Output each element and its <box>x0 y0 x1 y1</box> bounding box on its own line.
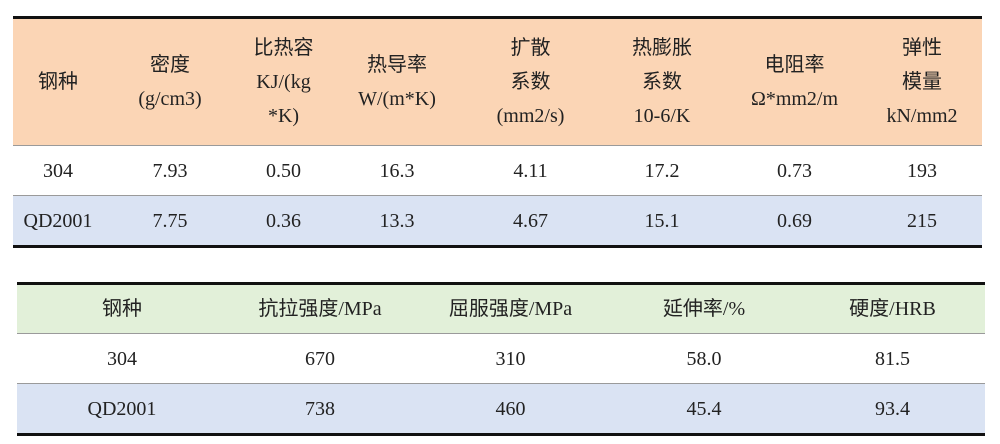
header-line: kN/mm2 <box>886 105 958 127</box>
header-line: Ω*mm2/m <box>750 88 839 110</box>
table-cell: 304 <box>17 333 227 384</box>
table-cell: 304 <box>13 145 103 196</box>
table-cell: 13.3 <box>330 195 464 247</box>
mechanical-properties-table: 钢种 抗拉强度/MPa 屈服强度/MPa 延伸率/% 硬度/HRB 304 670 310 5… <box>17 282 985 436</box>
table-cell: 16.3 <box>330 145 464 196</box>
table-cell: QD2001 <box>17 383 227 435</box>
table-cell: 93.4 <box>800 383 985 435</box>
table-header-row: 钢种 抗拉强度/MPa 屈服强度/MPa 延伸率/% 硬度/HRB <box>17 283 985 334</box>
header-cell: 扩散系数 (mm2/s) <box>464 17 597 146</box>
table-cell: 0.36 <box>237 195 330 247</box>
table-cell: 4.11 <box>464 145 597 196</box>
thermal-properties-table: 钢种 密度 (g/cm3) 比热容 KJ/(kg *K) 热导率 W/(m*K) 扩散系数 (mm… <box>13 16 982 248</box>
header-line: 钢种 <box>38 71 78 93</box>
header-cell: 抗拉强度/MPa <box>227 283 413 334</box>
table-cell: 310 <box>413 333 608 384</box>
table-cell: 58.0 <box>608 333 800 384</box>
header-line: 模量 <box>902 71 942 93</box>
table-cell: 215 <box>862 195 982 247</box>
header-cell: 屈服强度/MPa <box>413 283 608 334</box>
table-cell: 193 <box>862 145 982 196</box>
header-line: 系数 <box>510 71 551 93</box>
header-line: W/(m*K) <box>358 88 436 110</box>
table-row: QD2001 738 460 45.4 93.4 <box>17 383 985 435</box>
header-line: 系数 <box>642 71 682 93</box>
header-line: 热导率 <box>367 54 427 76</box>
table-cell: 670 <box>227 333 413 384</box>
header-line: 电阻率 <box>764 54 825 76</box>
table-header-row: 钢种 密度 (g/cm3) 比热容 KJ/(kg *K) 热导率 W/(m*K) 扩散系数 (mm… <box>13 17 982 146</box>
table-cell: 45.4 <box>608 383 800 435</box>
table-cell: 460 <box>413 383 608 435</box>
header-line: (g/cm3) <box>138 88 202 110</box>
table-row: 304 7.93 0.50 16.3 4.11 17.2 0.73 193 <box>13 145 982 196</box>
header-cell: 钢种 <box>13 17 103 146</box>
header-line: (mm2/s) <box>496 105 565 127</box>
header-cell: 延伸率/% <box>608 283 800 334</box>
header-line: KJ/(kg <box>256 71 311 93</box>
header-line: 10-6/K <box>633 105 691 127</box>
header-cell: 硬度/HRB <box>800 283 985 334</box>
table-cell: 0.50 <box>237 145 330 196</box>
header-line: 扩散 <box>510 37 551 59</box>
table-row: QD2001 7.75 0.36 13.3 4.67 15.1 0.69 215 <box>13 195 982 247</box>
header-cell: 比热容 KJ/(kg *K) <box>237 17 330 146</box>
table-cell: 15.1 <box>597 195 727 247</box>
table-cell: 81.5 <box>800 333 985 384</box>
table-cell: 17.2 <box>597 145 727 196</box>
header-cell: 钢种 <box>17 283 227 334</box>
table-row: 304 670 310 58.0 81.5 <box>17 333 985 384</box>
header-cell: 热导率 W/(m*K) <box>330 17 464 146</box>
header-line: 比热容 <box>253 37 314 59</box>
table-cell: 0.69 <box>727 195 862 247</box>
table-cell: 4.67 <box>464 195 597 247</box>
header-cell: 密度 (g/cm3) <box>103 17 237 146</box>
header-line: 密度 <box>150 54 190 76</box>
table-cell: QD2001 <box>13 195 103 247</box>
header-cell: 电阻率 Ω*mm2/m <box>727 17 862 146</box>
header-line: 热膨胀 <box>632 37 692 59</box>
header-cell: 热膨胀系数 10-6/K <box>597 17 727 146</box>
header-line: *K) <box>267 105 300 127</box>
table-cell: 738 <box>227 383 413 435</box>
header-cell: 弹性模量 kN/mm2 <box>862 17 982 146</box>
table-cell: 0.73 <box>727 145 862 196</box>
table-cell: 7.75 <box>103 195 237 247</box>
header-line: 弹性 <box>902 37 942 59</box>
table-cell: 7.93 <box>103 145 237 196</box>
